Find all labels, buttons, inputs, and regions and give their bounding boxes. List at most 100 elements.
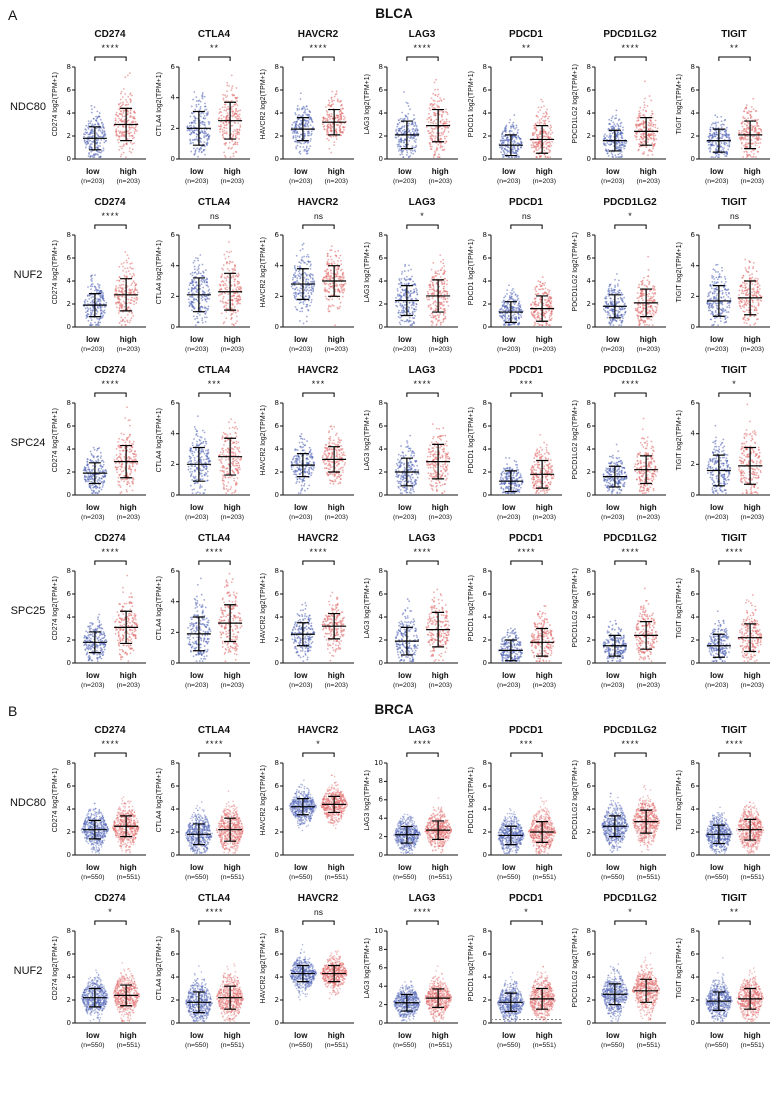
x-tick-high: high — [119, 503, 137, 512]
n-labels: (n=203) (n=203) — [387, 681, 458, 690]
plot-title: CD274 — [94, 365, 126, 376]
n-label-low: (n=203) — [600, 346, 625, 353]
n-label-high: (n=551) — [116, 1042, 141, 1049]
plot-body: HAVCR2 log2(TPM+1) **** — [258, 41, 358, 167]
strip-plot-nuf2-tigit: TIGIT TIGIT log2(TPM+1) ** low high (n=550) (n… — [674, 892, 774, 1050]
x-tick-high: high — [119, 167, 137, 176]
x-tick-labels: low high — [179, 503, 250, 513]
y-axis-label-text: CTLA4 log2(TPM+1) — [155, 935, 163, 1001]
x-tick-labels: low high — [699, 503, 770, 513]
strip-plot-ndc80-pdcd1lg2: PDCD1LG2 PDCD1LG2 log2(TPM+1) **** low high(… — [570, 724, 670, 882]
significance-label: **** — [621, 43, 640, 53]
x-tick-low: low — [398, 503, 412, 512]
n-label-low: (n=203) — [496, 514, 521, 521]
y-axis-label-text: PDCD1LG2 log2(TPM+1) — [571, 232, 579, 312]
n-label-low: (n=550) — [288, 1042, 313, 1049]
n-label-high: (n=203) — [740, 514, 765, 521]
n-label-low: (n=550) — [80, 1042, 105, 1049]
y-axis-label-text: PDCD1 log2(TPM+1) — [467, 406, 475, 474]
x-tick-high: high — [639, 335, 657, 344]
plot-body: PDCD1 log2(TPM+1) *** — [466, 737, 566, 863]
y-axis-label: CTLA4 log2(TPM+1) — [154, 737, 164, 863]
row-nuf2: NUF2 CD274 CD274 log2(TPM+1) * low high (n=550… — [6, 892, 782, 1050]
plot-body: PDCD1 log2(TPM+1) **** — [466, 545, 566, 671]
y-axis-label: TIGIT log2(TPM+1) — [674, 41, 684, 167]
plot-body: TIGIT log2(TPM+1) ** — [674, 905, 774, 1031]
n-label-high: (n=203) — [220, 682, 245, 689]
panel-b-grid: NDC80 CD274 CD274 log2(TPM+1) **** low high (n… — [6, 724, 782, 1050]
y-axis-label: CD274 log2(TPM+1) — [50, 377, 60, 503]
y-axis-label: CD274 log2(TPM+1) — [50, 545, 60, 671]
x-tick-low: low — [710, 1031, 724, 1040]
y-axis-label: PDCD1 log2(TPM+1) — [466, 377, 476, 503]
n-labels: (n=550) (n=551) — [699, 1041, 770, 1050]
x-tick-low: low — [502, 671, 516, 680]
strip-plot-ndc80-pdcd1lg2: PDCD1LG2 PDCD1LG2 log2(TPM+1) **** low high(… — [570, 28, 670, 186]
plot-title: PDCD1LG2 — [603, 893, 657, 904]
panel-a-title: BLCA — [375, 6, 413, 21]
n-label-low: (n=203) — [184, 682, 209, 689]
x-tick-labels: low high — [283, 671, 354, 681]
plot-title: HAVCR2 — [297, 725, 339, 736]
panel-a-header: A BLCA — [6, 6, 782, 26]
x-tick-labels: low high — [75, 863, 146, 873]
strip-plot-nuf2-cd274: CD274 CD274 log2(TPM+1) **** low high (n=203)… — [50, 196, 150, 354]
y-axis-label: CTLA4 log2(TPM+1) — [154, 41, 164, 167]
plot-body: HAVCR2 log2(TPM+1) *** — [258, 377, 358, 503]
significance-label: ** — [521, 43, 531, 53]
n-label-high: (n=551) — [532, 874, 557, 881]
significance-label: **** — [101, 43, 120, 53]
n-label-high: (n=203) — [220, 178, 245, 185]
plot-canvas — [372, 377, 460, 503]
x-tick-labels: low high — [387, 167, 458, 177]
significance-label: **** — [309, 43, 328, 53]
x-tick-high: high — [535, 503, 553, 512]
n-labels: (n=203) (n=203) — [75, 513, 146, 522]
y-axis-label-text: CTLA4 log2(TPM+1) — [155, 239, 163, 305]
x-tick-low: low — [606, 1031, 620, 1040]
significance-label: ** — [209, 43, 219, 53]
y-axis-label: PDCD1 log2(TPM+1) — [466, 737, 476, 863]
x-tick-low: low — [710, 671, 724, 680]
strip-plot-spc25-ctla4: CTLA4 CTLA4 log2(TPM+1) **** low high (n=203)… — [154, 532, 254, 690]
strip-plot-ndc80-havcr2: HAVCR2 HAVCR2 log2(TPM+1) **** low high (n=20… — [258, 28, 358, 186]
n-labels: (n=203) (n=203) — [491, 345, 562, 354]
y-axis-label: HAVCR2 log2(TPM+1) — [258, 737, 268, 863]
n-label-low: (n=203) — [600, 682, 625, 689]
x-tick-high: high — [223, 167, 241, 176]
plot-canvas — [580, 737, 668, 863]
x-tick-labels: low high — [699, 671, 770, 681]
n-label-low: (n=203) — [704, 178, 729, 185]
plot-canvas — [60, 545, 148, 671]
n-label-low: (n=550) — [704, 1042, 729, 1049]
strip-plot-nuf2-lag3: LAG3 LAG3 log2(TPM+1) **** low high (n=550) (n… — [362, 892, 462, 1050]
y-axis-label: HAVCR2 log2(TPM+1) — [258, 209, 268, 335]
y-axis-label-text: HAVCR2 log2(TPM+1) — [259, 764, 267, 836]
x-tick-high: high — [743, 671, 761, 680]
y-axis-label: TIGIT log2(TPM+1) — [674, 905, 684, 1031]
n-labels: (n=203) (n=203) — [699, 681, 770, 690]
n-label-low: (n=203) — [184, 514, 209, 521]
strip-plot-spc25-havcr2: HAVCR2 HAVCR2 log2(TPM+1) **** low high (n=20… — [258, 532, 358, 690]
n-label-high: (n=203) — [116, 178, 141, 185]
row-gene-label: NDC80 — [9, 101, 47, 113]
strip-plot-ndc80-tigit: TIGIT TIGIT log2(TPM+1) **** low high (n=550)… — [674, 724, 774, 882]
n-label-low: (n=550) — [184, 874, 209, 881]
n-label-low: (n=203) — [704, 346, 729, 353]
x-tick-high: high — [119, 863, 137, 872]
x-tick-high: high — [223, 335, 241, 344]
x-tick-low: low — [190, 671, 204, 680]
n-labels: (n=203) (n=203) — [699, 345, 770, 354]
n-label-high: (n=203) — [428, 514, 453, 521]
plot-body: CTLA4 log2(TPM+1) ns — [154, 209, 254, 335]
n-label-low: (n=550) — [184, 1042, 209, 1049]
n-label-high: (n=203) — [324, 514, 349, 521]
x-tick-labels: low high — [595, 167, 666, 177]
n-labels: (n=203) (n=203) — [75, 177, 146, 186]
y-axis-label-text: HAVCR2 log2(TPM+1) — [259, 932, 267, 1004]
significance-label: **** — [101, 739, 120, 749]
plot-canvas — [268, 209, 356, 335]
n-label-low: (n=550) — [600, 874, 625, 881]
x-tick-high: high — [743, 503, 761, 512]
plot-body: PDCD1 log2(TPM+1) ns — [466, 209, 566, 335]
